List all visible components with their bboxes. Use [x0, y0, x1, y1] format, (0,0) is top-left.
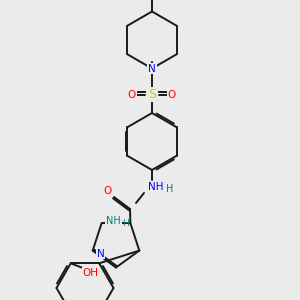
Text: N: N [97, 249, 105, 259]
Text: H: H [166, 184, 174, 194]
Text: NH: NH [148, 182, 164, 192]
Text: S: S [148, 88, 156, 101]
Text: H: H [122, 219, 129, 228]
Text: NH: NH [106, 216, 121, 226]
Text: OH: OH [83, 268, 99, 278]
Text: O: O [104, 186, 112, 196]
Text: O: O [168, 89, 176, 100]
Text: N: N [148, 64, 156, 74]
Text: O: O [128, 89, 136, 100]
